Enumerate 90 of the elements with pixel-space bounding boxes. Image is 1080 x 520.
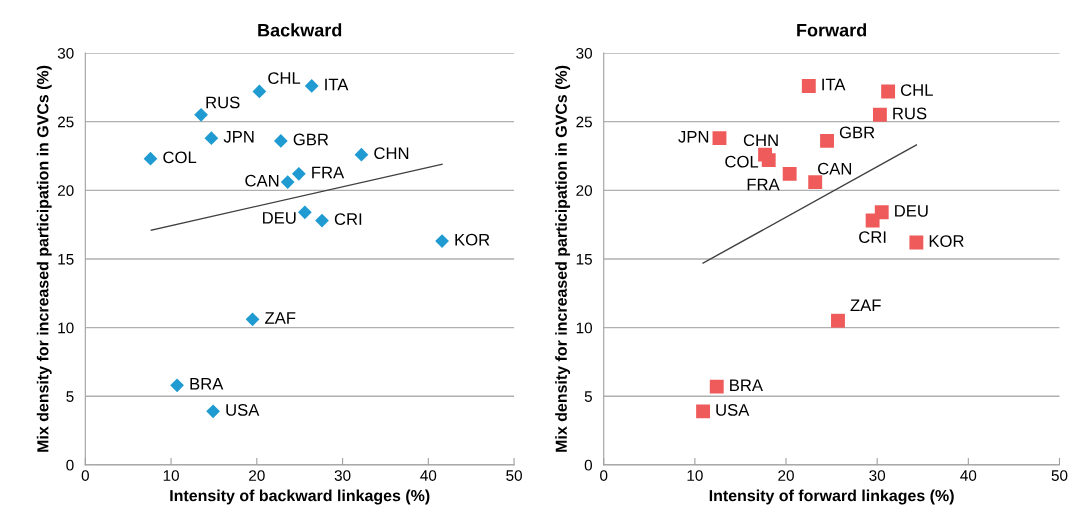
annotation: KOR: [455, 233, 490, 246]
point: [170, 378, 184, 393]
annotation: JPN: [223, 131, 254, 143]
annotation: CHN: [374, 147, 409, 160]
point: [881, 84, 896, 99]
chart-title: Forward: [797, 23, 867, 37]
y-tick-label: 30: [576, 47, 593, 59]
y-axis-title: Mix density for increased participation in GVCs (%): [555, 65, 571, 452]
x-tick-label: 30: [334, 470, 351, 481]
annotation: GBR: [839, 126, 875, 139]
annotation: CHN: [743, 134, 778, 147]
y-tick-label: 20: [576, 185, 593, 197]
annotation: FRA: [312, 166, 345, 179]
point: [820, 133, 834, 148]
annotation: RUS: [893, 107, 927, 120]
x-axis-title: Intensity of backward linkages (%): [170, 489, 430, 505]
annotation: ZAF: [850, 299, 881, 312]
annotation: ITA: [325, 78, 349, 91]
point: [758, 147, 772, 162]
annotation: CRI: [859, 231, 886, 243]
point: [304, 79, 319, 93]
annotation: GBR: [293, 133, 329, 146]
annotation: RUS: [206, 96, 240, 109]
point: [712, 131, 727, 146]
annotation: CRI: [334, 213, 362, 225]
x-tick-label: 20: [249, 470, 265, 481]
point: [206, 404, 220, 419]
y-tick-label: 5: [584, 391, 592, 402]
y-tick-label: 0: [584, 459, 593, 471]
chart-title: Backward: [258, 23, 342, 37]
annotation: ZAF: [265, 312, 296, 324]
point: [280, 175, 295, 189]
annotation: FRA: [747, 178, 780, 191]
y-tick-label: 15: [576, 253, 592, 265]
x-tick-label: 40: [960, 470, 977, 481]
point: [782, 166, 797, 181]
point: [709, 379, 724, 394]
x-tick-label: 40: [420, 470, 437, 481]
x-tick-label: 0: [600, 470, 608, 481]
point: [801, 79, 816, 93]
point: [831, 313, 845, 328]
y-tick-label: 25: [576, 116, 592, 128]
point: [808, 175, 823, 190]
y-tick-label: 15: [58, 253, 74, 265]
point: [315, 213, 329, 228]
point: [143, 151, 158, 166]
annotation: KOR: [929, 235, 964, 247]
x-tick-label: 20: [778, 470, 794, 481]
annotation: BRA: [730, 379, 763, 391]
y-tick-label: 30: [57, 47, 74, 59]
point: [204, 131, 219, 146]
x-tick-label: 0: [81, 470, 89, 481]
y-tick-label: 10: [58, 322, 74, 334]
x-tick-label: 50: [506, 470, 522, 481]
y-tick-label: 25: [57, 116, 74, 128]
y-axis-title: Mix density for increased participation in GVCs (%): [36, 65, 52, 452]
point: [872, 107, 887, 122]
x-tick-label: 10: [687, 470, 703, 481]
x-axis-title: Intensity of forward linkages (%): [709, 489, 954, 505]
point: [696, 404, 711, 419]
point: [273, 134, 288, 148]
y-tick-label: 10: [576, 322, 593, 334]
annotation: BRA: [190, 378, 224, 390]
annotation: ITA: [822, 78, 846, 91]
annotation: USA: [716, 404, 750, 416]
annotation: COL: [163, 151, 197, 164]
point: [354, 147, 369, 162]
point: [865, 213, 880, 228]
x-tick-label: 50: [1051, 470, 1068, 481]
annotation: CAN: [818, 162, 852, 175]
annotation: USA: [226, 404, 260, 416]
y-tick-label: 0: [66, 459, 74, 471]
annotation: JPN: [678, 131, 709, 143]
x-tick-label: 30: [869, 470, 886, 481]
x-tick-label: 10: [163, 470, 179, 481]
point: [909, 235, 924, 250]
point: [291, 166, 306, 181]
annotation: CHL: [900, 84, 933, 96]
annotation: CHL: [268, 72, 301, 84]
y-tick-label: 20: [57, 185, 74, 197]
annotation: CAN: [245, 174, 279, 187]
annotation: DEU: [895, 205, 928, 217]
point: [245, 312, 260, 327]
annotation: DEU: [263, 212, 296, 224]
point: [297, 205, 312, 220]
point: [252, 84, 267, 99]
y-tick-label: 5: [66, 391, 74, 402]
point: [194, 107, 208, 122]
point: [435, 234, 449, 248]
annotation: COL: [725, 155, 759, 168]
